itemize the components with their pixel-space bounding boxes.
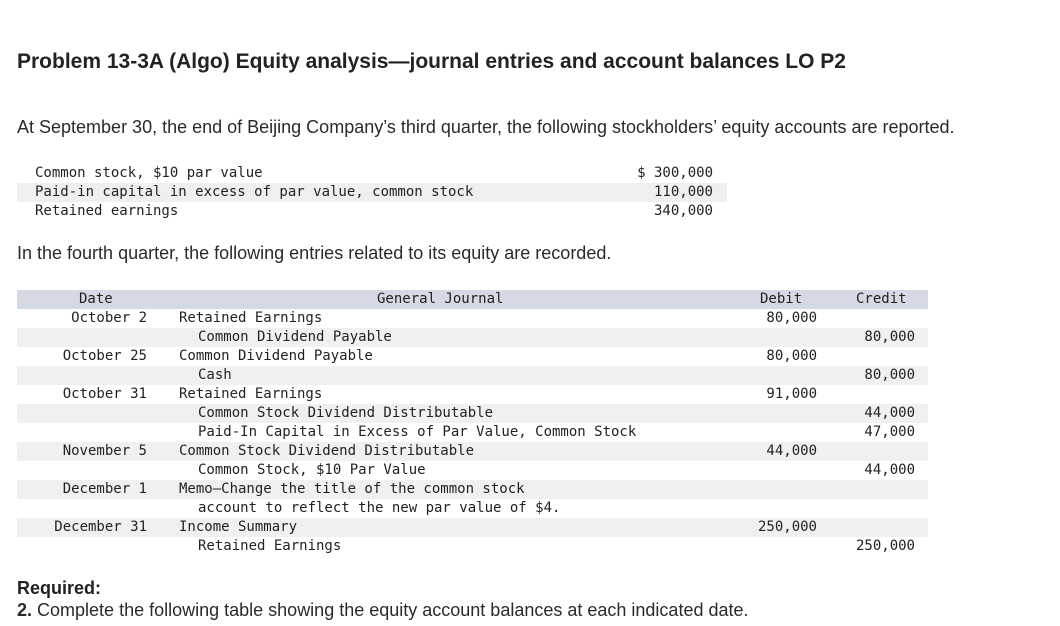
entry-date: October 2 bbox=[71, 310, 147, 326]
header-debit: Debit bbox=[760, 291, 803, 307]
entry-credit: 80,000 bbox=[864, 367, 915, 383]
table-row: October 25 Common Dividend Payable 80,000 bbox=[17, 347, 928, 366]
balance-row: Retained earnings 340,000 bbox=[17, 202, 727, 221]
entry-account: Paid-In Capital in Excess of Par Value, … bbox=[198, 424, 637, 440]
entry-date: December 31 bbox=[54, 519, 147, 535]
entry-account: Cash bbox=[198, 367, 232, 383]
problem-title: Problem 13-3A (Algo) Equity analysis—jou… bbox=[17, 50, 846, 73]
table-row: December 31 Income Summary 250,000 bbox=[17, 518, 928, 537]
table-row: October 2 Retained Earnings 80,000 bbox=[17, 309, 928, 328]
required-label: Required: bbox=[17, 578, 102, 598]
journal-body: October 2 Retained Earnings 80,000 Common D… bbox=[17, 309, 928, 556]
entry-debit: 44,000 bbox=[766, 443, 817, 459]
entry-account: Income Summary bbox=[179, 519, 298, 535]
balance-row: Paid-in capital in excess of par value, … bbox=[17, 183, 727, 202]
table-row: Common Stock Dividend Distributable 44,00… bbox=[17, 404, 928, 423]
table-row: Retained Earnings 250,000 bbox=[17, 537, 928, 556]
entry-credit: 250,000 bbox=[855, 538, 915, 554]
entry-debit: 91,000 bbox=[766, 386, 817, 402]
balance-amount: $ 300,000 bbox=[637, 165, 713, 181]
entry-credit: 80,000 bbox=[864, 329, 915, 345]
intro-text: At September 30, the end of Beijing Comp… bbox=[17, 117, 955, 137]
equity-balances-table: Common stock, $10 par value $ 300,000 Pa… bbox=[17, 164, 727, 221]
entry-credit: 47,000 bbox=[864, 424, 915, 440]
table-row: Paid-In Capital in Excess of Par Value, … bbox=[17, 423, 928, 442]
entry-account: Memo—Change the title of the common stoc… bbox=[179, 481, 525, 497]
table-row: October 31 Retained Earnings 91,000 bbox=[17, 385, 928, 404]
header-general-journal: General Journal bbox=[377, 291, 504, 307]
entry-account: Common Stock Dividend Distributable bbox=[198, 405, 494, 421]
table-row: Common Dividend Payable 80,000 bbox=[17, 328, 928, 347]
entry-account: Common Stock, $10 Par Value bbox=[198, 462, 426, 478]
table-row: November 5 Common Stock Dividend Distribu… bbox=[17, 442, 928, 461]
required-instruction: 2. Complete the following table showing … bbox=[17, 600, 749, 621]
table-row: December 1 Memo—Change the title of the c… bbox=[17, 480, 928, 499]
balance-label: Paid-in capital in excess of par value, … bbox=[35, 184, 474, 200]
entry-date: October 25 bbox=[62, 348, 147, 364]
entry-account: Retained Earnings bbox=[198, 538, 342, 554]
entry-account: account to reflect the new par value of … bbox=[198, 500, 561, 516]
header-date: Date bbox=[79, 291, 113, 307]
entry-debit: 80,000 bbox=[766, 348, 817, 364]
entry-date: November 5 bbox=[62, 443, 147, 459]
entry-credit: 44,000 bbox=[864, 405, 915, 421]
required-text: Complete the following table showing the… bbox=[37, 600, 749, 620]
balance-amount: 110,000 bbox=[653, 184, 713, 200]
header-credit: Credit bbox=[856, 291, 907, 307]
balance-label: Common stock, $10 par value bbox=[35, 165, 263, 181]
balance-amount: 340,000 bbox=[653, 203, 713, 219]
entry-account: Common Dividend Payable bbox=[198, 329, 392, 345]
fourth-quarter-text: In the fourth quarter, the following ent… bbox=[17, 243, 612, 263]
entry-account: Common Stock Dividend Distributable bbox=[179, 443, 475, 459]
entry-account: Common Dividend Payable bbox=[179, 348, 373, 364]
entry-date: October 31 bbox=[62, 386, 147, 402]
balance-row: Common stock, $10 par value $ 300,000 bbox=[17, 164, 727, 183]
journal-header-row: Date General Journal Debit Credit bbox=[17, 290, 928, 309]
table-row: Common Stock, $10 Par Value 44,000 bbox=[17, 461, 928, 480]
entry-account: Retained Earnings bbox=[179, 386, 323, 402]
entry-debit: 80,000 bbox=[766, 310, 817, 326]
general-journal-table: Date General Journal Debit Credit Octobe… bbox=[17, 290, 928, 556]
table-row: account to reflect the new par value of … bbox=[17, 499, 928, 518]
entry-account: Retained Earnings bbox=[179, 310, 323, 326]
required-number: 2. bbox=[17, 600, 33, 620]
balance-label: Retained earnings bbox=[35, 203, 179, 219]
table-row: Cash 80,000 bbox=[17, 366, 928, 385]
entry-credit: 44,000 bbox=[864, 462, 915, 478]
entry-date: December 1 bbox=[62, 481, 147, 497]
entry-debit: 250,000 bbox=[757, 519, 817, 535]
